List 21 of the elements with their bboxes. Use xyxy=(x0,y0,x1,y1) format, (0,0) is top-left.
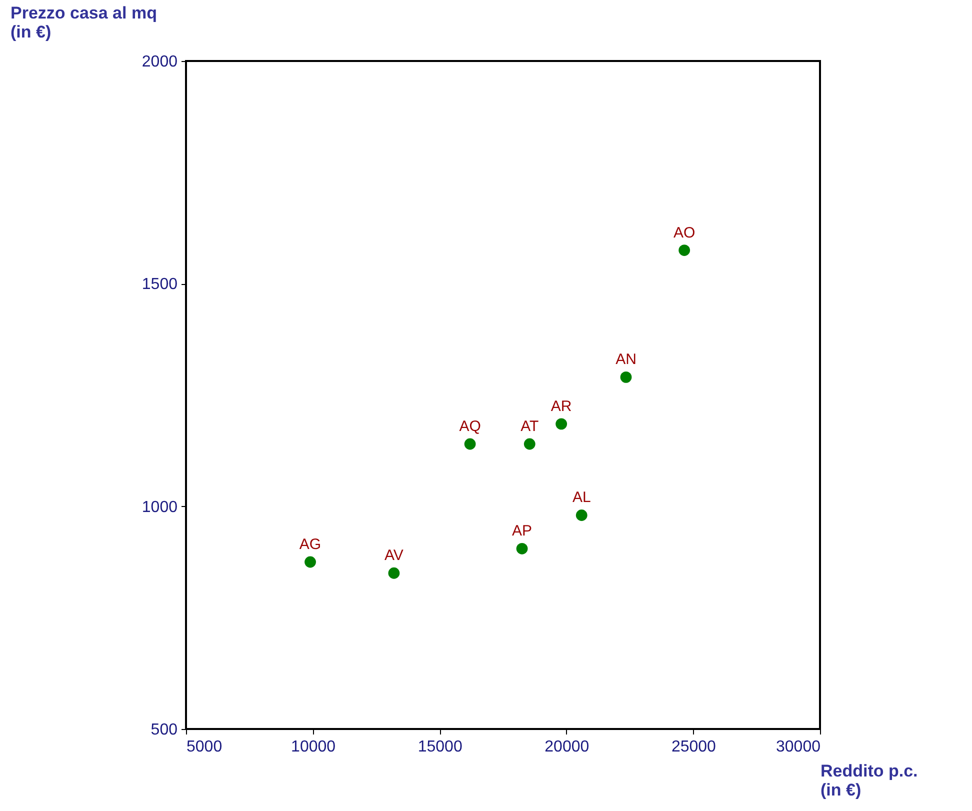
annotation: AR xyxy=(550,398,572,415)
y-tick-label: 1500 xyxy=(142,276,178,294)
annotation: AG xyxy=(299,536,322,553)
annotation: AQ xyxy=(459,418,481,435)
y-axis-title: Prezzo casa al mq (in €) xyxy=(10,4,157,42)
x-tick-label: 20000 xyxy=(544,738,590,756)
x-axis-title: Reddito p.c. (in €) xyxy=(820,762,918,800)
x-tick-label: 5000 xyxy=(186,738,222,756)
y-tick-label: 1000 xyxy=(142,498,178,516)
annotation: AP xyxy=(512,522,532,540)
x-tick-label: 10000 xyxy=(291,738,336,756)
annotation: AV xyxy=(384,547,404,564)
x-tick-label: 30000 xyxy=(776,738,821,756)
x-tick-label: 15000 xyxy=(418,738,462,756)
y-tick-label: 2000 xyxy=(142,54,178,70)
annotation: AO xyxy=(673,224,696,242)
annotation: AN xyxy=(616,351,636,368)
x-tick-label: 25000 xyxy=(671,738,716,756)
y-tick-label: 500 xyxy=(150,722,178,738)
annotation: AL xyxy=(572,489,591,506)
annotation: AT xyxy=(520,418,539,435)
